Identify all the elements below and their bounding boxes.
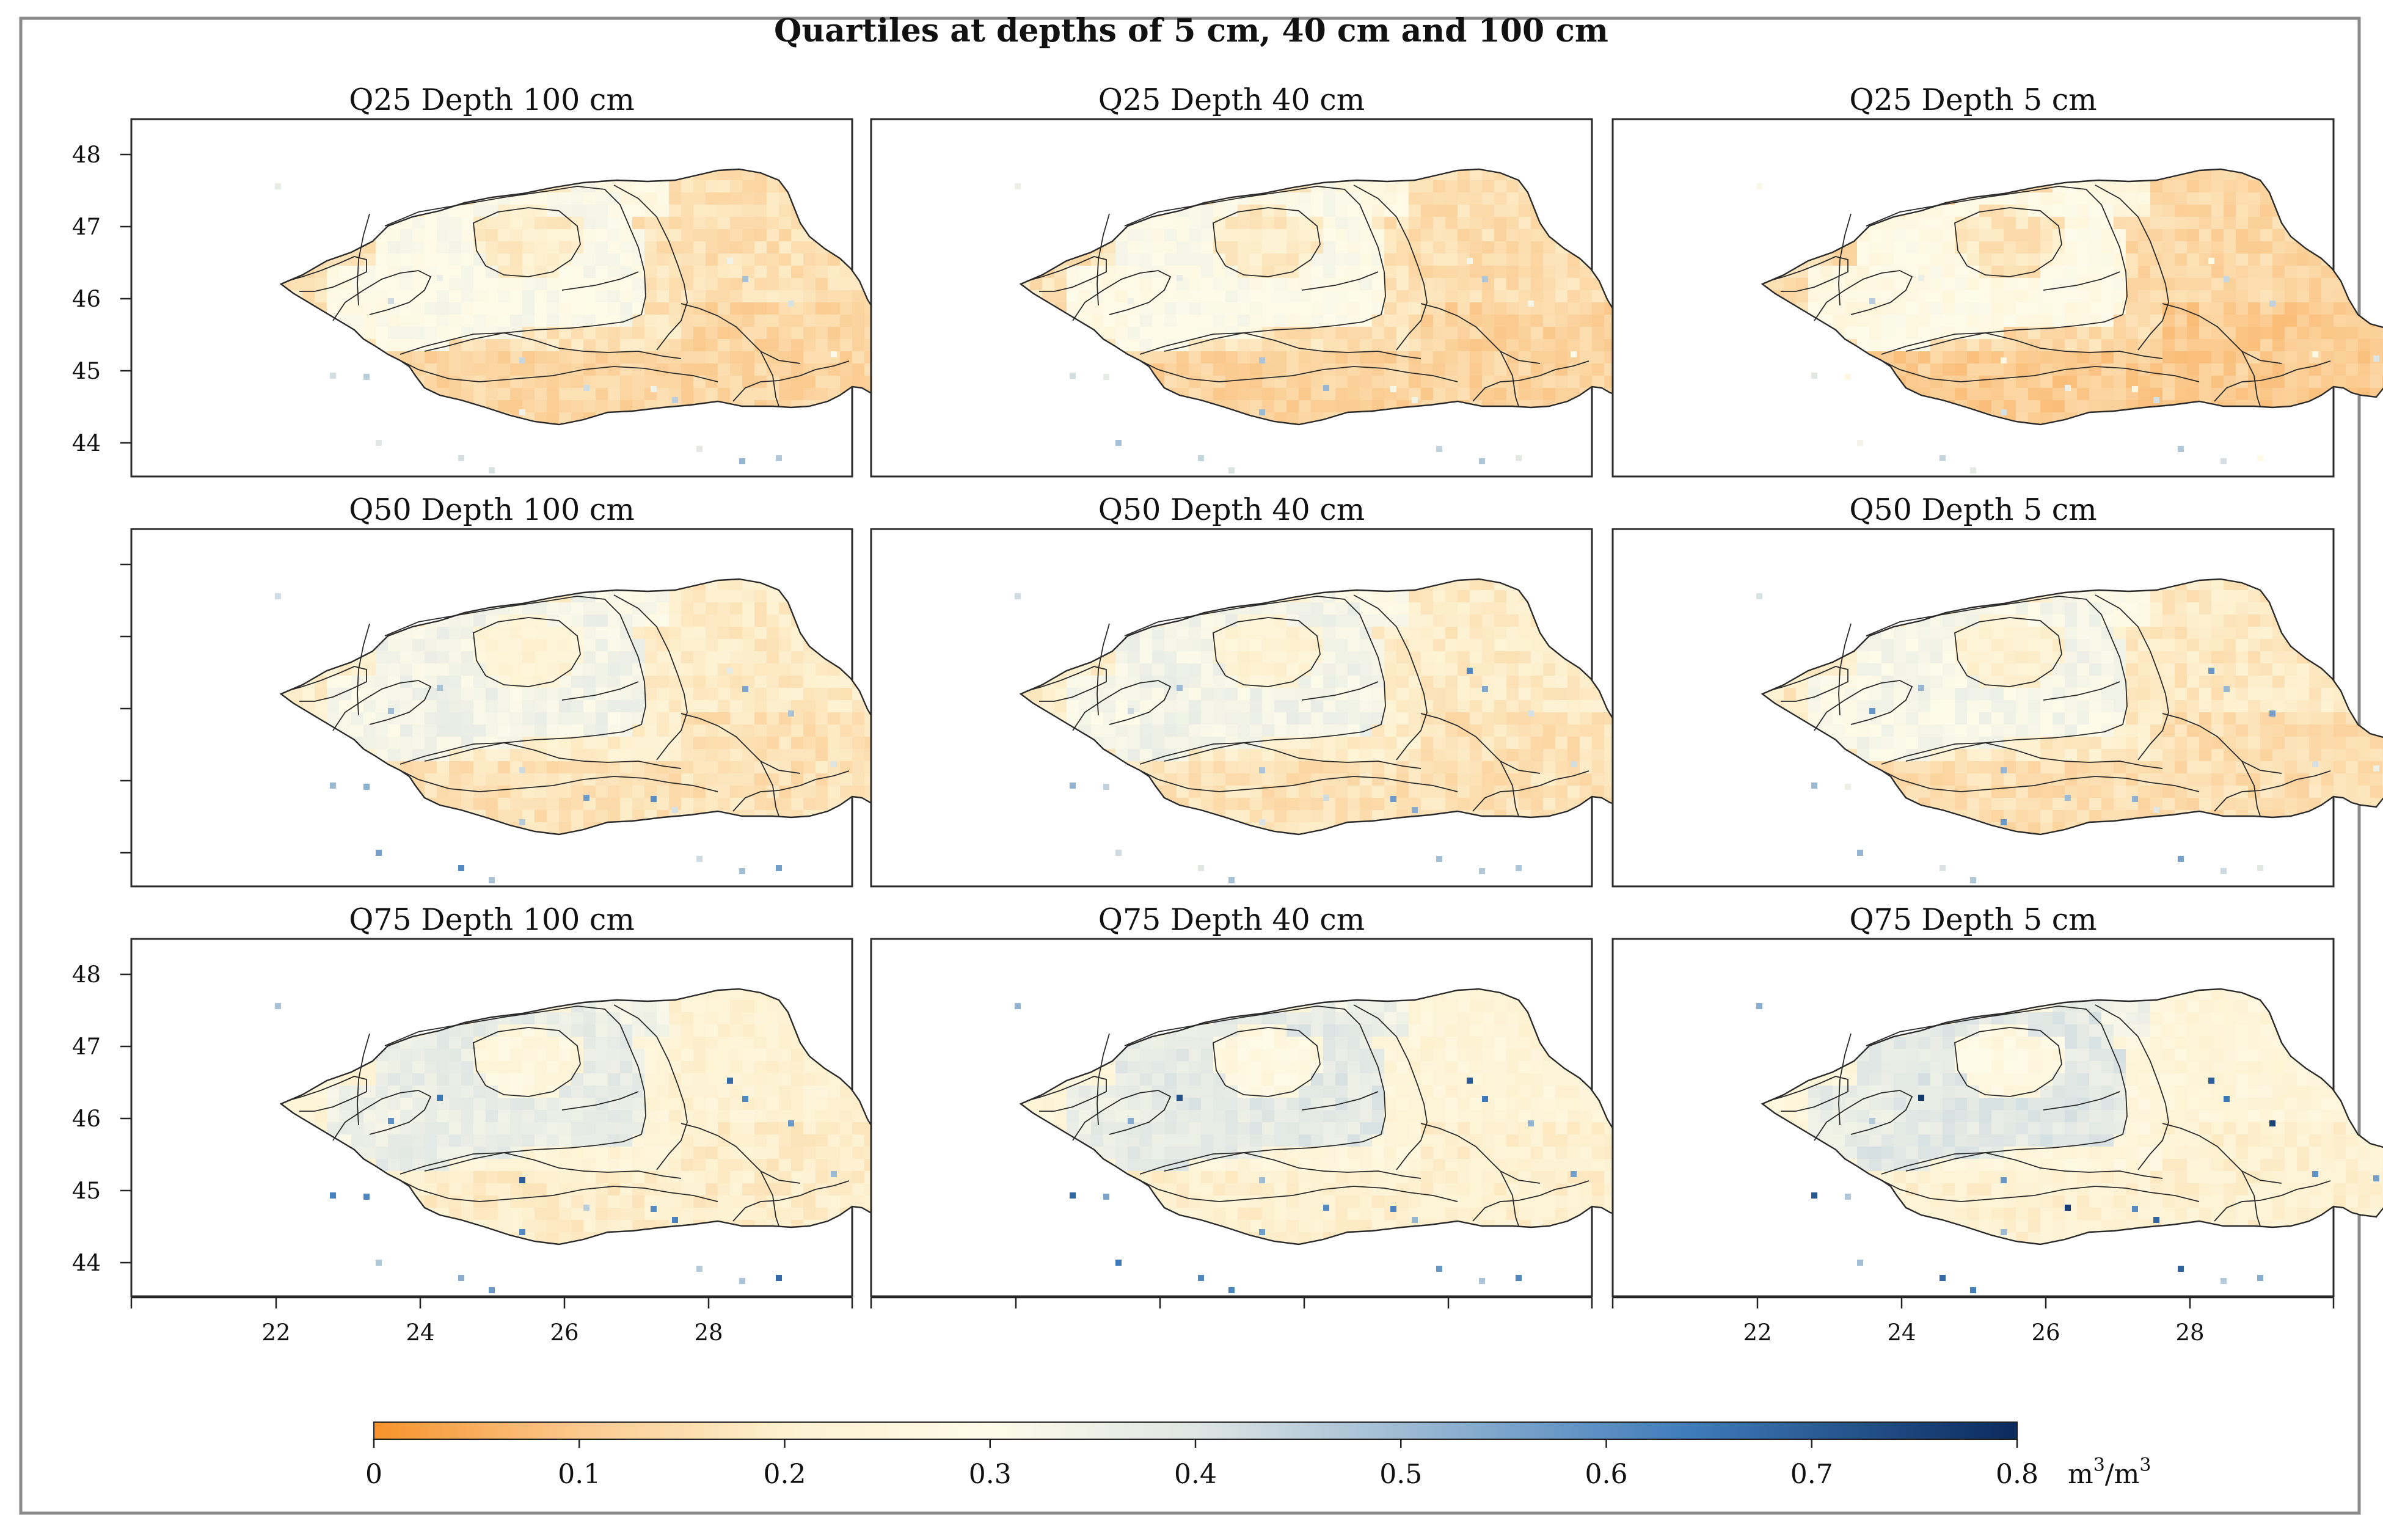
y-tick-label: 46 bbox=[72, 1106, 101, 1132]
x-tick-label: 22 bbox=[261, 1319, 290, 1346]
x-axis-col-1: 22 24 26 28 bbox=[130, 1296, 853, 1346]
map-panel-q25-d5 bbox=[1611, 118, 2383, 478]
y-tick-label: 45 bbox=[72, 358, 101, 384]
colorbar-tick-label: 0.6 bbox=[1585, 1459, 1628, 1490]
region-outlines bbox=[1020, 578, 1679, 836]
panel-title-q25-d100: Q25 Depth 100 cm bbox=[349, 82, 635, 117]
x-tick-label: 24 bbox=[1887, 1319, 1916, 1346]
colorbar-tick-label: 0.5 bbox=[1379, 1459, 1422, 1490]
region-outlines bbox=[1761, 988, 2383, 1246]
x-tick-label: 22 bbox=[1743, 1319, 1772, 1346]
map-panel-q25-d100 bbox=[130, 118, 939, 478]
y-tick-label: 44 bbox=[72, 430, 101, 456]
panel-title-q50-d100: Q50 Depth 100 cm bbox=[349, 492, 635, 527]
panel-title-q50-d40: Q50 Depth 40 cm bbox=[1098, 492, 1365, 527]
figure-title: Quartiles at depths of 5 cm, 40 cm and 1… bbox=[774, 12, 1608, 49]
region-outlines bbox=[1020, 988, 1679, 1246]
x-axis-col-3: 22 24 26 28 bbox=[1611, 1296, 2335, 1346]
panel-title-q75-d40: Q75 Depth 40 cm bbox=[1098, 902, 1365, 937]
station-markers bbox=[1756, 183, 2379, 473]
y-axis-row-2 bbox=[120, 563, 131, 854]
region-outlines bbox=[280, 578, 939, 836]
panel-title-q25-d5: Q25 Depth 5 cm bbox=[1849, 82, 2097, 117]
panel-title-q75-d5: Q75 Depth 5 cm bbox=[1849, 902, 2097, 937]
map-panel-q50-d5 bbox=[1611, 528, 2383, 888]
y-axis-row-3: 48 47 46 45 44 bbox=[72, 962, 131, 1276]
map-panel-q75-d5 bbox=[1611, 938, 2383, 1297]
x-tick-label: 28 bbox=[2175, 1319, 2204, 1346]
map-panel-q75-d40 bbox=[870, 938, 1679, 1297]
colorbar-tick-label: 0 bbox=[365, 1459, 382, 1490]
y-tick-label: 47 bbox=[72, 1034, 101, 1060]
y-axis-row-1: 48 47 46 45 44 bbox=[72, 142, 131, 456]
x-tick-label: 24 bbox=[406, 1319, 434, 1346]
y-tick-label: 47 bbox=[72, 214, 101, 240]
colorbar-tick-label: 0.1 bbox=[558, 1459, 600, 1490]
colorbar-unit: m3/m3 bbox=[2068, 1454, 2151, 1490]
region-outlines bbox=[1020, 168, 1679, 426]
colorbar-tick-label: 0.7 bbox=[1790, 1459, 1833, 1490]
x-tick-label: 26 bbox=[2031, 1319, 2060, 1346]
y-tick-label: 48 bbox=[72, 142, 101, 168]
y-tick-label: 46 bbox=[72, 286, 101, 312]
map-panel-q50-d40 bbox=[870, 528, 1679, 888]
region-outlines bbox=[1761, 578, 2383, 836]
colorbar: 0 0.1 0.2 0.3 0.4 0.5 0.6 0.7 0.8 m3/m3 bbox=[365, 1421, 2151, 1490]
panel-title-q50-d5: Q50 Depth 5 cm bbox=[1849, 492, 2097, 527]
region-outlines bbox=[280, 168, 939, 426]
colorbar-tick-label: 0.2 bbox=[764, 1459, 806, 1490]
station-markers bbox=[1756, 1003, 2379, 1293]
panel-title-q75-d100: Q75 Depth 100 cm bbox=[349, 902, 635, 937]
y-tick-label: 44 bbox=[72, 1250, 101, 1276]
colorbar-tick-label: 0.8 bbox=[1996, 1459, 2038, 1490]
region-outlines bbox=[280, 988, 939, 1246]
y-tick-label: 45 bbox=[72, 1178, 101, 1204]
y-tick-label: 48 bbox=[72, 962, 101, 988]
colorbar-tick-label: 0.3 bbox=[969, 1459, 1012, 1490]
x-axis-col-2 bbox=[870, 1296, 1593, 1308]
region-outlines bbox=[1761, 168, 2383, 426]
station-markers bbox=[275, 593, 898, 883]
x-tick-label: 26 bbox=[550, 1319, 578, 1346]
map-panel-q50-d100 bbox=[130, 528, 939, 888]
station-markers bbox=[1756, 593, 2379, 883]
colorbar-gradient bbox=[373, 1421, 2018, 1440]
map-panel-q25-d40 bbox=[870, 118, 1679, 478]
map-panel-q75-d100 bbox=[130, 938, 939, 1297]
x-tick-label: 28 bbox=[694, 1319, 723, 1346]
panel-title-q25-d40: Q25 Depth 40 cm bbox=[1098, 82, 1365, 117]
colorbar-tick-label: 0.4 bbox=[1174, 1459, 1217, 1490]
